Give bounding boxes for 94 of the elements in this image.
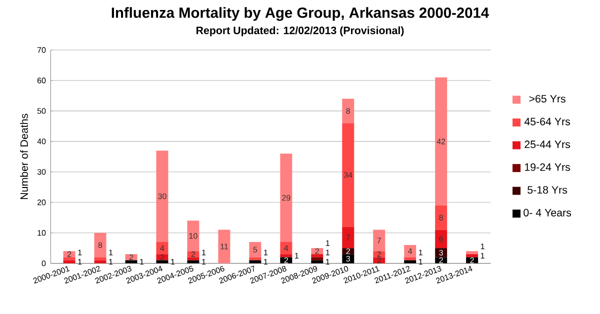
y-axis-title: Number of Deaths — [20, 114, 28, 200]
y-tick-label: 70 — [37, 47, 46, 53]
bar — [187, 257, 200, 260]
bar — [404, 257, 416, 260]
data-label: 8 — [346, 108, 350, 114]
data-label: 1 — [418, 259, 422, 265]
data-label: 8 — [98, 242, 102, 248]
bar — [435, 77, 448, 206]
data-label: 10 — [189, 233, 198, 239]
y-tick-label: 10 — [38, 230, 46, 236]
bar — [156, 150, 168, 242]
bar — [311, 257, 324, 260]
data-label: 1 — [109, 250, 113, 256]
bar — [63, 257, 76, 260]
data-label: 2 — [160, 254, 164, 260]
bar — [187, 220, 200, 252]
data-label: 1 — [264, 259, 268, 265]
bar — [435, 248, 448, 258]
y-tick-label: 60 — [37, 78, 46, 84]
data-label: 2 — [377, 257, 381, 264]
bar — [125, 254, 138, 260]
data-label: 4 — [408, 248, 412, 254]
data-label: 1 — [109, 259, 113, 265]
data-label: 2 — [439, 257, 443, 264]
data-label: 1 — [480, 244, 484, 250]
bar — [156, 242, 168, 254]
data-label: 8 — [439, 214, 443, 220]
data-label: 4 — [160, 245, 164, 251]
data-label: 4 — [284, 245, 288, 251]
y-tick-label: 20 — [37, 200, 46, 206]
chart-title: Influenza Mortality by Age Group, Arkansas 2000-2014 — [112, 7, 489, 21]
data-label: 42 — [436, 138, 446, 144]
legend-label: 0- 4 Years — [524, 208, 572, 216]
data-label: 2 — [284, 257, 288, 264]
data-label: 1 — [78, 259, 82, 265]
data-label: 2 — [129, 254, 134, 260]
bar — [249, 257, 262, 260]
data-label: 7 — [346, 234, 350, 240]
y-tick-label: 40 — [37, 138, 46, 144]
bar — [311, 254, 324, 258]
data-label: 2 — [315, 248, 319, 254]
bar — [435, 230, 448, 248]
data-label: 1 — [140, 259, 144, 265]
bar — [280, 254, 292, 258]
bar — [342, 123, 354, 227]
data-label: 1 — [295, 252, 298, 258]
y-tick-label: 0 — [42, 260, 46, 266]
legend-label: 19-24 Yrs — [525, 163, 570, 171]
bar — [94, 232, 106, 258]
data-label: 34 — [344, 172, 352, 178]
bar — [373, 230, 386, 252]
data-label: 1 — [418, 250, 422, 256]
bar — [156, 254, 168, 260]
data-label: 3 — [439, 250, 443, 256]
bar — [342, 98, 354, 124]
data-label: 2 — [67, 251, 72, 257]
bar — [466, 251, 478, 254]
data-label: 2 — [470, 257, 474, 264]
bar — [94, 257, 106, 260]
bar — [466, 254, 478, 258]
data-label: 2 — [377, 251, 381, 257]
data-label: 1 — [202, 259, 206, 265]
data-label: 1 — [264, 250, 268, 256]
data-label: 3 — [346, 256, 350, 262]
data-label: 6 — [439, 236, 443, 242]
bar — [342, 254, 354, 264]
bar — [435, 205, 448, 230]
data-label: 1 — [171, 259, 175, 265]
legend-label: 25-44 Yrs — [524, 140, 570, 148]
data-label: 2 — [191, 251, 196, 257]
data-label: 1 — [78, 250, 82, 256]
bar — [404, 245, 416, 258]
data-label: 1 — [326, 259, 330, 265]
bar — [249, 242, 262, 258]
legend-label: 5-18 Yrs — [528, 186, 568, 194]
chart-subtitle: Report Updated: 12/02/2013 (Provisional) — [196, 26, 404, 36]
data-label: 29 — [282, 194, 290, 201]
data-label: 2 — [346, 248, 350, 254]
y-tick-label: 30 — [37, 169, 46, 175]
data-label: 1 — [326, 250, 330, 256]
bar — [280, 154, 292, 242]
bar — [218, 230, 230, 264]
data-label: 30 — [158, 193, 166, 200]
data-label: 1 — [202, 250, 206, 256]
legend-label: >65 Yrs — [529, 94, 566, 103]
data-label: 7 — [377, 238, 381, 244]
data-label: 11 — [220, 244, 228, 250]
bar — [342, 226, 354, 248]
y-tick-label: 50 — [37, 108, 46, 114]
data-label: 1 — [326, 240, 330, 246]
bar — [280, 242, 292, 254]
data-label: 5 — [253, 246, 258, 252]
legend-label: 45-64 Yrs — [524, 118, 570, 126]
data-label: 1 — [480, 252, 484, 258]
